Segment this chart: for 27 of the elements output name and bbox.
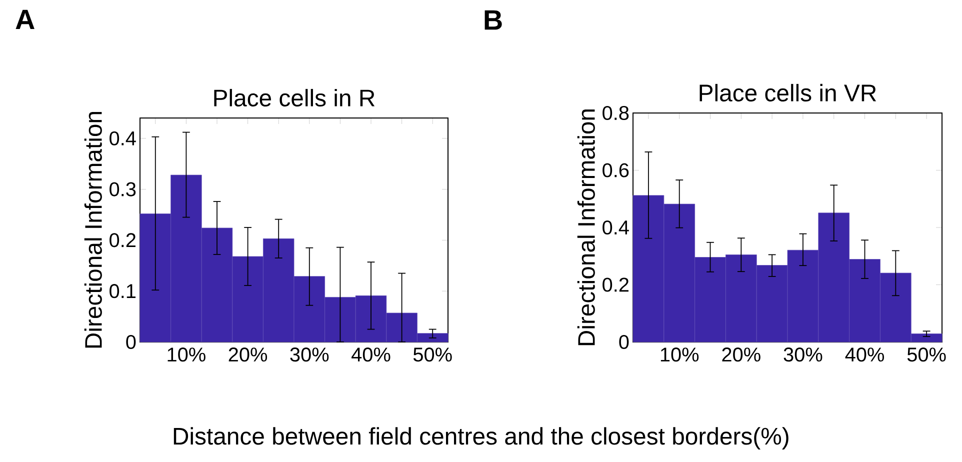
- x-tick-label: 30%: [784, 348, 822, 362]
- y-tick-label: 0: [619, 334, 629, 350]
- y-tick-label: 0.6: [602, 163, 629, 178]
- x-tick-label: 30%: [290, 348, 329, 362]
- y-tick-label: 0.4: [110, 131, 136, 146]
- y-tick-label: 0.2: [110, 233, 136, 248]
- x-axis-title: Distance between field centres and the closest borders(%): [174, 427, 788, 450]
- text: B: [484, 10, 502, 30]
- x-tick-label: 50%: [413, 348, 452, 362]
- text: A: [16, 10, 34, 30]
- x-tick-label: 10%: [660, 348, 699, 362]
- chart-title: Place cells in R: [214, 88, 375, 107]
- y-tick-label: 0.4: [602, 220, 629, 235]
- y-tick-label: 0.1: [110, 284, 136, 298]
- x-tick-label: 10%: [168, 348, 206, 362]
- x-tick-label: 40%: [845, 348, 884, 362]
- x-tick-label: 50%: [907, 348, 946, 362]
- y-axis-title: Directional Information: [84, 112, 102, 348]
- x-tick-label: 20%: [228, 348, 268, 362]
- y-axis-title: Directional Information: [577, 109, 595, 346]
- x-tick-label: 20%: [722, 348, 760, 362]
- y-tick-label: 0: [126, 334, 136, 350]
- y-tick-label: 0.2: [602, 278, 628, 292]
- y-tick-label: 0.8: [602, 106, 629, 120]
- chart-title: Place cells in VR: [700, 84, 876, 102]
- x-tick-label: 40%: [352, 348, 390, 362]
- y-tick-label: 0.3: [110, 182, 136, 196]
